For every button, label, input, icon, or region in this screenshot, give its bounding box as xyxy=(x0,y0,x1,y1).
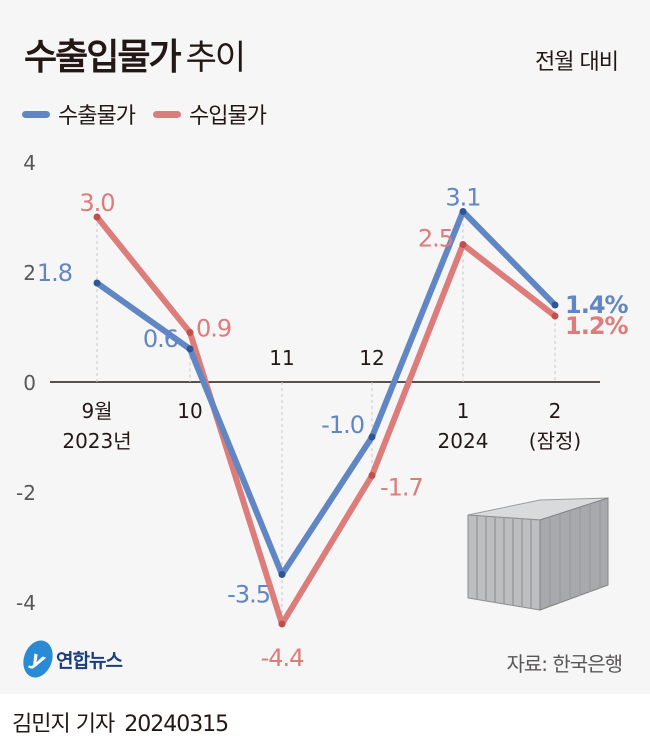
data-point xyxy=(186,345,194,353)
x-tick-label: 1 xyxy=(457,399,470,423)
y-tick-label: -4 xyxy=(16,591,36,615)
x-tick-label: 2024 xyxy=(438,429,489,453)
y-tick-label: 0 xyxy=(23,371,36,395)
x-tick-label: 11 xyxy=(269,346,294,370)
data-label: 1.8 xyxy=(37,259,72,287)
data-point xyxy=(186,329,194,336)
data-label: 1.4% xyxy=(565,291,629,319)
x-tick-label: 12 xyxy=(359,346,384,370)
series-line-export xyxy=(94,208,558,578)
legend-swatch-export xyxy=(22,110,50,118)
unit-label: 전월 대비 xyxy=(535,50,619,75)
y-tick-label: 2 xyxy=(23,261,36,285)
x-tick-label: 2 xyxy=(549,399,562,423)
data-label: 1.2% xyxy=(565,312,629,340)
date: 20240315 xyxy=(124,712,229,737)
data-label: -4.4 xyxy=(261,644,304,672)
legend-item-import: 수입물가 xyxy=(152,98,267,130)
logo-mark-icon: y xyxy=(18,636,58,682)
x-tick-label: 9월 xyxy=(81,399,112,423)
data-label: 0.9 xyxy=(196,315,231,343)
legend-swatch-import xyxy=(152,110,181,118)
yonhap-logo: y 연합뉴스 xyxy=(18,636,123,682)
data-label: 3.1 xyxy=(445,184,480,212)
data-point xyxy=(551,301,559,309)
series-line-import xyxy=(94,214,558,627)
data-point xyxy=(459,208,467,215)
data-label: -1.0 xyxy=(321,411,364,439)
x-tick-label: 10 xyxy=(177,399,202,423)
legend-item-export: 수출물가 xyxy=(22,98,136,130)
y-tick-label: -2 xyxy=(16,481,36,505)
data-label: 0.6 xyxy=(143,325,178,353)
x-tick-label: (잠정) xyxy=(529,429,581,453)
data-label: -1.7 xyxy=(380,474,423,502)
reporter: 김민지 기자 xyxy=(12,712,115,737)
x-tick-label: 2023년 xyxy=(62,429,131,453)
chart-title: 수출입물가 추이 xyxy=(24,28,247,80)
data-point xyxy=(278,620,286,628)
legend: 수출물가 수입물가 xyxy=(22,98,284,130)
data-label: 3.0 xyxy=(79,189,114,217)
byline: 김민지 기자 20240315 xyxy=(12,706,229,738)
data-label: 2.5 xyxy=(418,225,453,253)
y-tick-label: 4 xyxy=(23,151,36,175)
container-illustration xyxy=(467,497,609,611)
legend-label-export: 수출물가 xyxy=(58,104,136,129)
data-point xyxy=(459,241,467,248)
data-point xyxy=(368,472,376,479)
data-point xyxy=(278,571,286,578)
title-bold: 수출입물가 xyxy=(24,37,182,78)
data-point xyxy=(93,213,101,221)
legend-label-import: 수입물가 xyxy=(188,104,267,129)
line-chart: 4 2 0 -2 -4 9월 2023년 10 11 12 1 2024 2 (잠정) 1.8 0.6 -3.5… xyxy=(16,151,629,672)
title-light: 추이 xyxy=(185,38,247,78)
data-label: -3.5 xyxy=(227,581,270,609)
data-point xyxy=(551,312,559,320)
logo-text: 연합뉴스 xyxy=(56,649,123,672)
source-label: 자료: 한국은행 xyxy=(506,652,623,676)
data-point xyxy=(368,433,376,441)
data-point xyxy=(93,279,101,287)
